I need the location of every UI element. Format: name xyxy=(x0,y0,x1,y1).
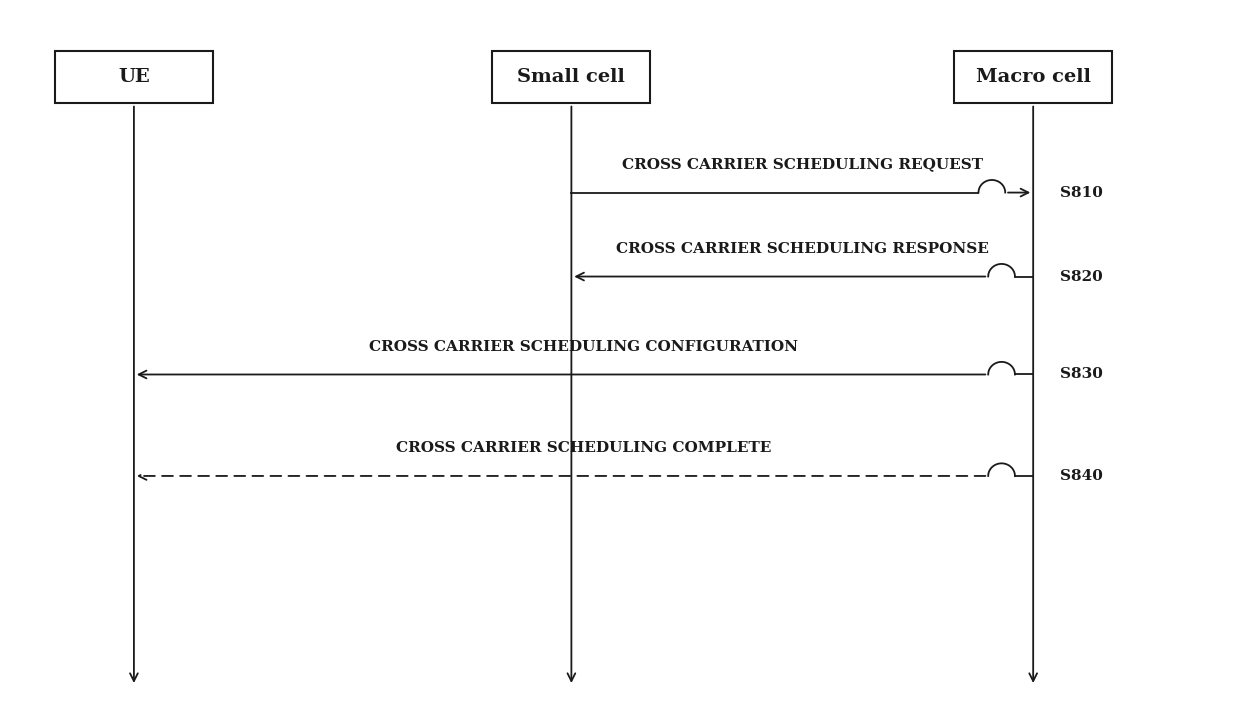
Text: CROSS CARRIER SCHEDULING COMPLETE: CROSS CARRIER SCHEDULING COMPLETE xyxy=(396,441,771,455)
Text: CROSS CARRIER SCHEDULING RESPONSE: CROSS CARRIER SCHEDULING RESPONSE xyxy=(616,241,988,256)
Bar xyxy=(954,51,1112,104)
Text: UE: UE xyxy=(118,68,150,86)
Text: Macro cell: Macro cell xyxy=(976,68,1091,86)
Text: S830: S830 xyxy=(1060,368,1102,381)
Text: S810: S810 xyxy=(1060,186,1102,200)
Bar xyxy=(492,51,650,104)
Text: CROSS CARRIER SCHEDULING REQUEST: CROSS CARRIER SCHEDULING REQUEST xyxy=(621,158,983,171)
Text: S840: S840 xyxy=(1060,469,1102,483)
Text: Small cell: Small cell xyxy=(517,68,625,86)
Text: S820: S820 xyxy=(1060,269,1102,283)
Bar xyxy=(55,51,213,104)
Text: CROSS CARRIER SCHEDULING CONFIGURATION: CROSS CARRIER SCHEDULING CONFIGURATION xyxy=(370,339,799,353)
